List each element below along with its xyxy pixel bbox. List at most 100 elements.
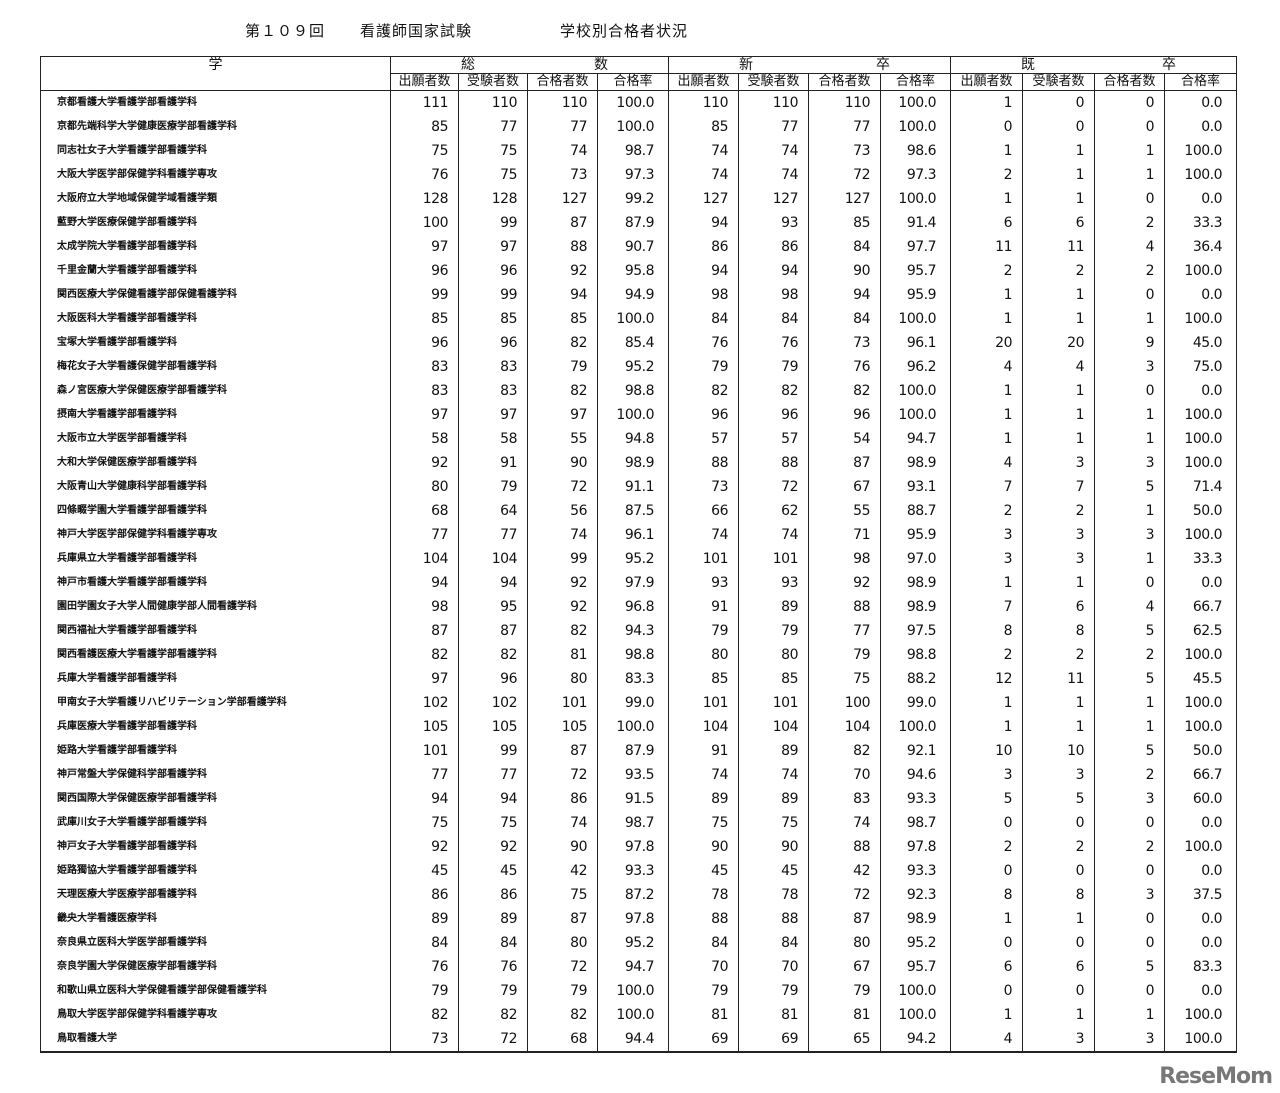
cell-pass-rate: 87.5 xyxy=(597,499,669,523)
table-row: 京都看護大学看護学部看護学科 111 110 110 100.0 110 110 110 100… xyxy=(40,90,1237,115)
cell-applicants: 2 xyxy=(950,643,1023,667)
school-name: 京都看護大学看護学部看護学科 xyxy=(40,90,391,115)
cell-applicants: 75 xyxy=(668,811,739,835)
cell-applicants: 1 xyxy=(950,139,1023,163)
cell-examinees: 97 xyxy=(458,403,528,427)
school-name: 畿央大学看護医療学科 xyxy=(40,907,391,931)
cell-pass-rate: 96.1 xyxy=(880,331,951,355)
new-graduates-header: 新卒 xyxy=(668,56,951,74)
cell-applicants: 99 xyxy=(390,283,459,307)
resemom-logo: ReseMom xyxy=(1159,1064,1273,1089)
cell-examinees: 91 xyxy=(458,451,528,475)
cell-applicants: 77 xyxy=(390,763,459,787)
cell-examinees: 0 xyxy=(1022,90,1095,115)
table-row: 兵庫大学看護学部看護学科 97 96 80 83.3 85 85 75 88.2 12 11 5 45.… xyxy=(40,667,1237,691)
cell-passers: 105 xyxy=(527,715,598,739)
cell-passers: 1 xyxy=(1094,403,1165,427)
cell-pass-rate: 0.0 xyxy=(1164,931,1237,955)
cell-passers: 2 xyxy=(1094,763,1165,787)
cell-passers: 110 xyxy=(527,90,598,115)
cell-examinees: 96 xyxy=(458,259,528,283)
cell-passers: 2 xyxy=(1094,835,1165,859)
header-column-row: 出願者数 受験者数 合格者数 合格率 出願者数 受験者数 合格者数 合格率 出願者数 受験者数 合格… xyxy=(41,73,1237,91)
cell-pass-rate: 96.2 xyxy=(880,355,951,379)
cell-applicants: 83 xyxy=(390,379,459,403)
cell-examinees: 94 xyxy=(458,571,528,595)
cell-applicants: 58 xyxy=(390,427,459,451)
cell-examinees: 20 xyxy=(1022,331,1095,355)
school-name: 甲南女子大学看護リハビリテーション学部看護学科 xyxy=(40,691,391,715)
cell-passers: 87 xyxy=(808,907,881,931)
cell-pass-rate: 96.8 xyxy=(597,595,669,619)
cell-applicants: 77 xyxy=(390,523,459,547)
cell-passers: 72 xyxy=(527,955,598,979)
cell-examinees: 81 xyxy=(738,1003,809,1027)
cell-pass-rate: 83.3 xyxy=(597,667,669,691)
cell-applicants: 97 xyxy=(390,235,459,259)
cell-pass-rate: 100.0 xyxy=(597,115,669,139)
cell-passers: 81 xyxy=(527,643,598,667)
cell-examinees: 4 xyxy=(1022,355,1095,379)
cell-pass-rate: 100.0 xyxy=(1164,523,1237,547)
cell-pass-rate: 97.3 xyxy=(880,163,951,187)
cell-passers: 5 xyxy=(1094,619,1165,643)
cell-examinees: 82 xyxy=(738,379,809,403)
cell-passers: 79 xyxy=(808,643,881,667)
cell-pass-rate: 93.3 xyxy=(880,859,951,883)
school-name: 兵庫医療大学看護学部看護学科 xyxy=(40,715,391,739)
cell-passers: 0 xyxy=(1094,283,1165,307)
table-row: 鳥取看護大学 73 72 68 94.4 69 69 65 94.2 4 3 3 100.0 xyxy=(40,1027,1237,1053)
school-name: 大阪府立大学地域保健学域看護学類 xyxy=(40,187,391,211)
cell-applicants: 79 xyxy=(668,979,739,1003)
cell-applicants: 85 xyxy=(390,307,459,331)
table-row: 兵庫県立大学看護学部看護学科 104 104 99 95.2 101 101 98 97.0 3 3… xyxy=(40,547,1237,571)
cell-passers: 0 xyxy=(1094,859,1165,883)
cell-examinees: 82 xyxy=(458,643,528,667)
cell-examinees: 1 xyxy=(1022,187,1095,211)
school-name: 兵庫県立大学看護学部看護学科 xyxy=(40,547,391,571)
cell-examinees: 1 xyxy=(1022,379,1095,403)
cell-passers: 0 xyxy=(1094,571,1165,595)
cell-applicants: 0 xyxy=(950,115,1023,139)
cell-examinees: 90 xyxy=(738,835,809,859)
cell-applicants: 73 xyxy=(668,475,739,499)
cell-passers: 3 xyxy=(1094,1027,1165,1053)
new-graduates-header-left: 新 xyxy=(739,57,753,73)
cell-examinees: 110 xyxy=(458,90,528,115)
cell-applicants: 1 xyxy=(950,307,1023,331)
cell-pass-rate: 33.3 xyxy=(1164,547,1237,571)
table-row: 京都先端科学大学健康医療学部看護学科 85 77 77 100.0 85 77 77 100.0… xyxy=(40,115,1237,139)
cell-pass-rate: 100.0 xyxy=(597,90,669,115)
column-header-applicants: 出願者数 xyxy=(668,73,739,91)
cell-applicants: 70 xyxy=(668,955,739,979)
cell-pass-rate: 60.0 xyxy=(1164,787,1237,811)
cell-examinees: 88 xyxy=(738,451,809,475)
table-row: 神戸常盤大学保健科学部看護学科 77 77 72 93.5 74 74 70 94.6 3 3 2 66… xyxy=(40,763,1237,787)
school-name: 関西看護医療大学看護学部看護学科 xyxy=(40,643,391,667)
school-name: 和歌山県立医科大学保健看護学部保健看護学科 xyxy=(40,979,391,1003)
cell-passers: 97 xyxy=(527,403,598,427)
cell-passers: 74 xyxy=(527,139,598,163)
cell-passers: 5 xyxy=(1094,475,1165,499)
cell-passers: 75 xyxy=(527,883,598,907)
cell-applicants: 91 xyxy=(668,595,739,619)
cell-examinees: 95 xyxy=(458,595,528,619)
cell-passers: 92 xyxy=(527,571,598,595)
cell-applicants: 1 xyxy=(950,90,1023,115)
cell-examinees: 104 xyxy=(738,715,809,739)
school-name: 神戸市看護大学看護学部看護学科 xyxy=(40,571,391,595)
cell-examinees: 45 xyxy=(458,859,528,883)
cell-pass-rate: 0.0 xyxy=(1164,115,1237,139)
cell-passers: 88 xyxy=(527,235,598,259)
cell-pass-rate: 98.8 xyxy=(880,643,951,667)
previous-graduates-header-right: 卒 xyxy=(1162,57,1176,73)
cell-applicants: 0 xyxy=(950,979,1023,1003)
school-name: 奈良県立医科大学医学部看護学科 xyxy=(40,931,391,955)
cell-pass-rate: 45.5 xyxy=(1164,667,1237,691)
table-row: 大阪医科大学看護学部看護学科 85 85 85 100.0 84 84 84 100.0 1 1 1 1… xyxy=(40,307,1237,331)
cell-passers: 85 xyxy=(808,211,881,235)
cell-examinees: 1 xyxy=(1022,163,1095,187)
cell-passers: 0 xyxy=(1094,90,1165,115)
cell-examinees: 2 xyxy=(1022,499,1095,523)
header-group-row: 学 総数 新卒 既卒 xyxy=(40,56,1237,91)
